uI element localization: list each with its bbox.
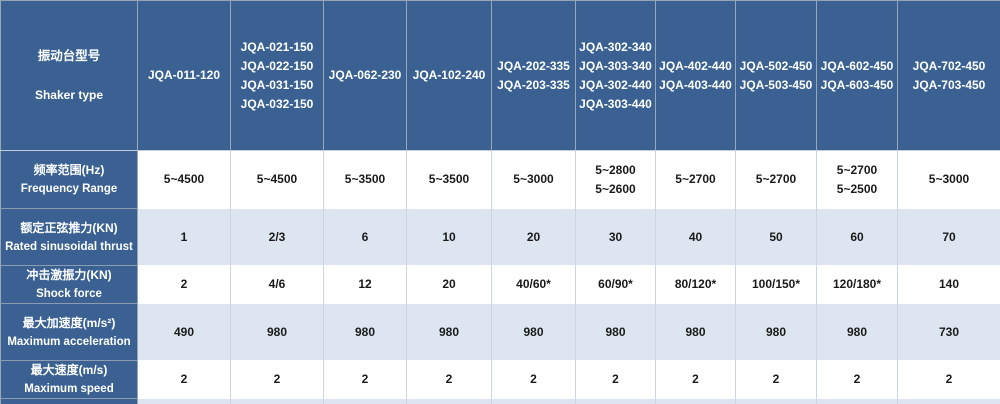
shaker-type-header-zh: 振动台型号 — [37, 49, 101, 63]
column-header-models-10: JQA-702-450 JQA-703-450 — [897, 0, 1000, 151]
shaker-type-header-en: Shaker type — [34, 88, 104, 102]
value-cell-maximum-acceleration-col10: 730 — [897, 303, 1000, 361]
partial-row-cell — [897, 398, 1000, 404]
value-cell-rated-sinusoidal-thrust-col7: 40 — [655, 208, 736, 266]
value-cell-shock-force-col6: 60/90* — [575, 265, 656, 304]
value-cell-maximum-speed-col9: 2 — [816, 360, 898, 399]
row-label-zh: 频率范围(Hz) — [33, 163, 105, 177]
column-header-models-9: JQA-602-450 JQA-603-450 — [816, 0, 898, 151]
value-cell-rated-sinusoidal-thrust-col5: 20 — [491, 208, 576, 266]
column-header-models-7: JQA-402-440 JQA-403-440 — [655, 0, 736, 151]
value-cell-maximum-speed-col8: 2 — [735, 360, 817, 399]
row-label-frequency-range: 频率范围(Hz) Frequency Range — [0, 150, 138, 209]
value-cell-frequency-range-col1: 5~4500 — [137, 150, 231, 209]
value-cell-maximum-acceleration-col8: 980 — [735, 303, 817, 361]
value-cell-maximum-acceleration-col2: 980 — [230, 303, 324, 361]
value-cell-shock-force-col1: 2 — [137, 265, 231, 304]
value-cell-frequency-range-col3: 5~3500 — [323, 150, 407, 209]
partial-row-label — [0, 398, 138, 404]
value-cell-maximum-speed-col10: 2 — [897, 360, 1000, 399]
value-cell-frequency-range-col2: 5~4500 — [230, 150, 324, 209]
partial-row-cell — [575, 398, 656, 404]
row-label-shock-force: 冲击激振力(KN) Shock force — [0, 265, 138, 304]
value-cell-maximum-speed-col6: 2 — [575, 360, 656, 399]
value-cell-frequency-range-col10: 5~3000 — [897, 150, 1000, 209]
value-cell-shock-force-col9: 120/180* — [816, 265, 898, 304]
partial-row-cell — [323, 398, 407, 404]
value-cell-rated-sinusoidal-thrust-col2: 2/3 — [230, 208, 324, 266]
partial-row-cell — [655, 398, 736, 404]
value-cell-shock-force-col3: 12 — [323, 265, 407, 304]
column-header-models-2: JQA-021-150 JQA-022-150 JQA-031-150 JQA-… — [230, 0, 324, 151]
partial-row-cell — [735, 398, 817, 404]
value-cell-frequency-range-col9: 5~2700 5~2500 — [816, 150, 898, 209]
value-cell-rated-sinusoidal-thrust-col9: 60 — [816, 208, 898, 266]
row-label-maximum-speed: 最大速度(m/s) Maximum speed — [0, 360, 138, 399]
header-row: 振动台型号 Shaker type JQA-011-120 JQA-021-150… — [0, 0, 1000, 151]
column-header-models-4: JQA-102-240 — [406, 0, 492, 151]
value-cell-maximum-acceleration-col7: 980 — [655, 303, 736, 361]
row-label-en: Frequency Range — [20, 183, 118, 195]
column-header-models-8: JQA-502-450 JQA-503-450 — [735, 0, 817, 151]
value-cell-rated-sinusoidal-thrust-col6: 30 — [575, 208, 656, 266]
column-header-models-5: JQA-202-335 JQA-203-335 — [491, 0, 576, 151]
value-cell-maximum-speed-col4: 2 — [406, 360, 492, 399]
value-cell-maximum-speed-col1: 2 — [137, 360, 231, 399]
row-label-zh: 额定正弦推力(KN) — [20, 220, 118, 235]
spec-row-rated-sinusoidal-thrust: 额定正弦推力(KN) Rated sinusoidal thrust 1 2/3 6 10… — [0, 208, 1000, 266]
row-label-en: Maximum speed — [24, 383, 114, 395]
partial-row-cell — [230, 398, 324, 404]
row-label-en: Shock force — [36, 288, 102, 300]
value-cell-rated-sinusoidal-thrust-col8: 50 — [735, 208, 817, 266]
spec-row-frequency-range: 频率范围(Hz) Frequency Range 5~4500 5~4500 5~350… — [0, 150, 1000, 209]
partial-row-cell — [406, 398, 492, 404]
value-cell-frequency-range-col8: 5~2700 — [735, 150, 817, 209]
value-cell-shock-force-col8: 100/150* — [735, 265, 817, 304]
value-cell-shock-force-col2: 4/6 — [230, 265, 324, 304]
value-cell-rated-sinusoidal-thrust-col1: 1 — [137, 208, 231, 266]
partial-row-cell — [137, 398, 231, 404]
value-cell-maximum-acceleration-col9: 980 — [816, 303, 898, 361]
value-cell-frequency-range-col6: 5~2800 5~2600 — [575, 150, 656, 209]
partial-next-row — [0, 398, 1000, 404]
spec-row-maximum-acceleration: 最大加速度(m/s²) Maximum acceleration 490 980 980… — [0, 303, 1000, 361]
value-cell-frequency-range-col7: 5~2700 — [655, 150, 736, 209]
value-cell-shock-force-col7: 80/120* — [655, 265, 736, 304]
shaker-type-header: 振动台型号 Shaker type — [0, 0, 138, 151]
value-cell-rated-sinusoidal-thrust-col10: 70 — [897, 208, 1000, 266]
row-label-zh: 冲击激振力(KN) — [26, 268, 112, 282]
row-label-zh: 最大加速度(m/s²) — [22, 315, 116, 330]
value-cell-frequency-range-col4: 5~3500 — [406, 150, 492, 209]
column-header-models-3: JQA-062-230 — [323, 0, 407, 151]
value-cell-rated-sinusoidal-thrust-col4: 10 — [406, 208, 492, 266]
column-header-models-6: JQA-302-340 JQA-303-340 JQA-302-440 JQA-… — [575, 0, 656, 151]
row-label-rated-sinusoidal-thrust: 额定正弦推力(KN) Rated sinusoidal thrust — [0, 208, 138, 266]
row-label-maximum-acceleration: 最大加速度(m/s²) Maximum acceleration — [0, 303, 138, 361]
row-label-zh: 最大速度(m/s) — [30, 363, 108, 377]
value-cell-maximum-acceleration-col4: 980 — [406, 303, 492, 361]
value-cell-shock-force-col4: 20 — [406, 265, 492, 304]
spec-row-shock-force: 冲击激振力(KN) Shock force 2 4/6 12 20 40/60* 60/90*… — [0, 265, 1000, 304]
value-cell-maximum-acceleration-col5: 980 — [491, 303, 576, 361]
value-cell-maximum-acceleration-col6: 980 — [575, 303, 656, 361]
value-cell-maximum-speed-col2: 2 — [230, 360, 324, 399]
value-cell-maximum-speed-col5: 2 — [491, 360, 576, 399]
value-cell-rated-sinusoidal-thrust-col3: 6 — [323, 208, 407, 266]
value-cell-maximum-speed-col3: 2 — [323, 360, 407, 399]
row-label-en: Maximum acceleration — [7, 335, 131, 348]
row-label-en: Rated sinusoidal thrust — [5, 240, 133, 253]
partial-row-cell — [491, 398, 576, 404]
value-cell-shock-force-col5: 40/60* — [491, 265, 576, 304]
column-header-models-1: JQA-011-120 — [137, 0, 231, 151]
value-cell-maximum-acceleration-col3: 980 — [323, 303, 407, 361]
value-cell-maximum-acceleration-col1: 490 — [137, 303, 231, 361]
value-cell-frequency-range-col5: 5~3000 — [491, 150, 576, 209]
value-cell-maximum-speed-col7: 2 — [655, 360, 736, 399]
partial-row-cell — [816, 398, 898, 404]
spec-row-maximum-speed: 最大速度(m/s) Maximum speed 2 2 2 2 2 2 2 2 2 2 — [0, 360, 1000, 399]
value-cell-shock-force-col10: 140 — [897, 265, 1000, 304]
